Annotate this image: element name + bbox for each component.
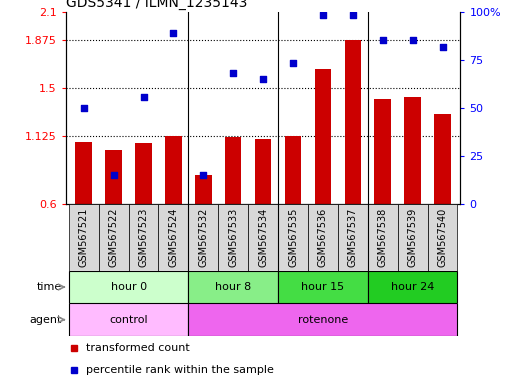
Bar: [367, 204, 397, 271]
Bar: [188, 303, 457, 336]
Text: hour 8: hour 8: [215, 282, 251, 292]
Bar: [218, 204, 247, 271]
Bar: [314, 69, 330, 204]
Text: agent: agent: [29, 314, 62, 325]
Bar: [98, 204, 128, 271]
Bar: [188, 204, 218, 271]
Text: GSM567524: GSM567524: [168, 207, 178, 267]
Point: [378, 36, 386, 43]
Bar: [135, 143, 152, 204]
Point: [79, 104, 87, 111]
Text: hour 24: hour 24: [390, 282, 433, 292]
Text: percentile rank within the sample: percentile rank within the sample: [85, 366, 273, 376]
Bar: [225, 137, 241, 204]
Text: GSM567523: GSM567523: [138, 207, 148, 267]
Point: [139, 94, 147, 100]
Text: GSM567534: GSM567534: [258, 207, 268, 267]
Point: [408, 36, 416, 43]
Bar: [344, 40, 361, 204]
Bar: [69, 303, 188, 336]
Point: [110, 172, 118, 179]
Bar: [403, 97, 420, 204]
Bar: [158, 204, 188, 271]
Point: [199, 172, 207, 179]
Point: [288, 60, 296, 66]
Bar: [397, 204, 427, 271]
Bar: [247, 204, 278, 271]
Bar: [337, 204, 367, 271]
Text: rotenone: rotenone: [297, 314, 347, 325]
Point: [259, 76, 267, 83]
Text: GDS5341 / ILMN_1235143: GDS5341 / ILMN_1235143: [66, 0, 246, 10]
Bar: [427, 204, 457, 271]
Bar: [69, 204, 98, 271]
Bar: [278, 204, 308, 271]
Bar: [284, 136, 300, 204]
Bar: [433, 114, 450, 204]
Point: [229, 70, 237, 76]
Bar: [195, 175, 211, 204]
Text: transformed count: transformed count: [85, 343, 189, 354]
Text: time: time: [36, 282, 62, 292]
Bar: [367, 271, 457, 303]
Bar: [105, 150, 122, 204]
Point: [348, 12, 356, 18]
Bar: [69, 271, 188, 303]
Text: GSM567538: GSM567538: [377, 207, 387, 267]
Bar: [165, 136, 181, 204]
Point: [169, 30, 177, 36]
Text: GSM567533: GSM567533: [228, 207, 238, 267]
Bar: [75, 142, 92, 204]
Text: GSM567536: GSM567536: [317, 207, 327, 267]
Text: GSM567532: GSM567532: [198, 207, 208, 267]
Bar: [128, 204, 158, 271]
Text: GSM567535: GSM567535: [287, 207, 297, 267]
Text: GSM567522: GSM567522: [109, 207, 118, 267]
Text: GSM567537: GSM567537: [347, 207, 357, 267]
Bar: [374, 99, 390, 204]
Bar: [278, 271, 367, 303]
Point: [438, 44, 446, 50]
Bar: [308, 204, 337, 271]
Text: GSM567521: GSM567521: [79, 207, 88, 267]
Text: GSM567539: GSM567539: [407, 207, 417, 267]
Text: hour 0: hour 0: [110, 282, 146, 292]
Text: control: control: [109, 314, 147, 325]
Point: [318, 12, 326, 18]
Bar: [255, 139, 271, 204]
Text: GSM567540: GSM567540: [437, 207, 446, 267]
Text: hour 15: hour 15: [301, 282, 344, 292]
Bar: [188, 271, 278, 303]
